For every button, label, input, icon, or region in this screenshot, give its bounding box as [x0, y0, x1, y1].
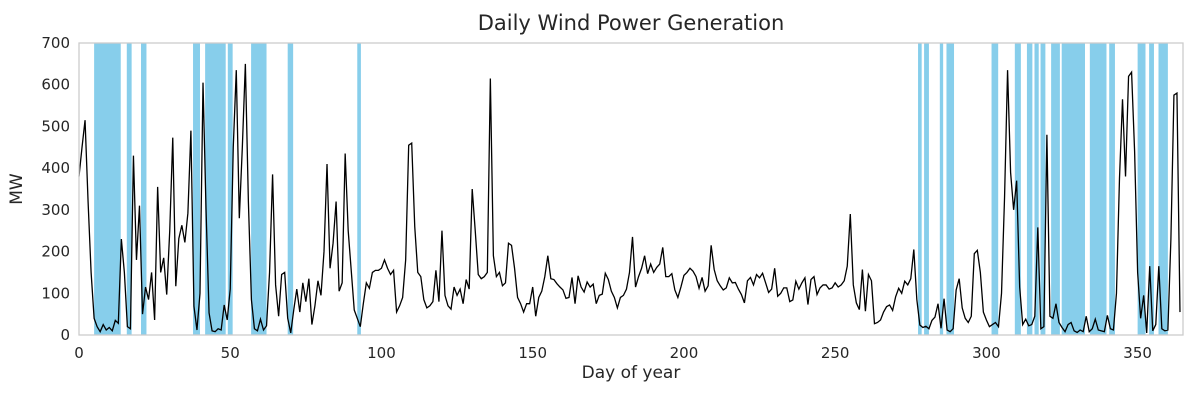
highlight-band: [1089, 43, 1107, 335]
highlight-band: [946, 43, 955, 335]
x-tick-label: 0: [74, 344, 84, 362]
highlight-band: [1149, 43, 1154, 335]
x-tick-labels-group: 0 50 100 150 200 250 300 350: [74, 344, 1152, 362]
y-tick-label: 700: [41, 34, 70, 52]
highlight-band: [991, 43, 999, 335]
highlight-band: [94, 43, 121, 335]
y-tick-label: 100: [41, 284, 70, 302]
highlight-band: [287, 43, 294, 335]
highlight-band: [141, 43, 147, 335]
y-tick-label: 300: [41, 201, 70, 219]
y-tick-label: 600: [41, 76, 70, 94]
highlight-band: [1034, 43, 1039, 335]
highlight-band: [924, 43, 929, 335]
highlight-band: [1040, 43, 1046, 335]
highlight-band: [205, 43, 226, 335]
highlight-bands-group: [94, 43, 1168, 335]
highlight-band: [918, 43, 922, 335]
highlight-band: [193, 43, 200, 335]
highlight-band: [1109, 43, 1115, 335]
highlight-band: [1158, 43, 1168, 335]
highlight-band: [126, 43, 132, 335]
y-tick-label: 0: [60, 326, 70, 344]
highlight-band: [1014, 43, 1021, 335]
wind-power-line: [78, 63, 1181, 334]
x-tick-label: 300: [972, 344, 1001, 362]
y-tick-label: 500: [41, 117, 70, 135]
y-tick-labels-group: 0 100 200 300 400 500 600 700: [41, 34, 70, 344]
x-tick-label: 250: [821, 344, 850, 362]
highlight-band: [1026, 43, 1033, 335]
highlight-band: [357, 43, 361, 335]
chart-title: Daily Wind Power Generation: [478, 11, 785, 35]
x-tick-label: 50: [221, 344, 240, 362]
x-tick-label: 200: [670, 344, 699, 362]
y-tick-label: 400: [41, 159, 70, 177]
highlight-band: [1051, 43, 1060, 335]
y-axis-label: MW: [7, 173, 27, 205]
highlight-band: [1061, 43, 1085, 335]
x-axis-label: Day of year: [582, 363, 681, 383]
highlight-band: [1137, 43, 1146, 335]
highlight-band: [227, 43, 233, 335]
x-tick-label: 100: [367, 344, 396, 362]
x-tick-label: 150: [518, 344, 547, 362]
axes-frame: [78, 42, 1184, 336]
x-tick-label: 350: [1123, 344, 1152, 362]
highlight-band: [939, 43, 944, 335]
y-tick-label: 200: [41, 243, 70, 261]
highlight-band: [251, 43, 267, 335]
